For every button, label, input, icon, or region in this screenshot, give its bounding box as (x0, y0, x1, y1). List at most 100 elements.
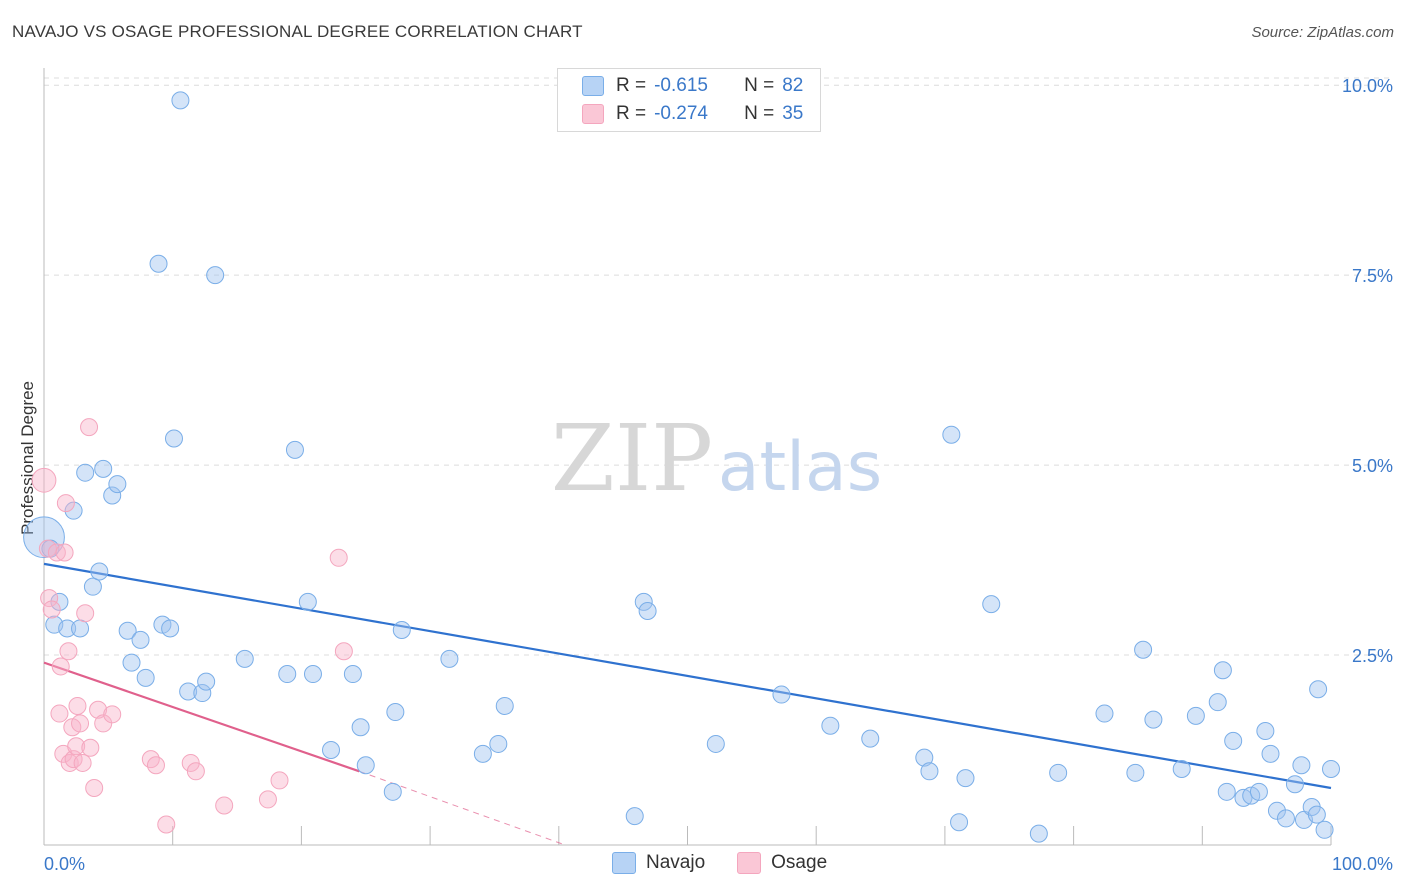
navajo-point (90, 562, 109, 581)
navajo-point (1292, 756, 1311, 775)
navajo-point (1213, 661, 1232, 680)
navajo-point (303, 665, 322, 684)
navajo-point (108, 475, 127, 494)
navajo-point (235, 649, 254, 668)
navajo-point (64, 501, 83, 520)
navajo-point (122, 653, 141, 672)
tick-labels: 2.5% 5.0% 7.5% 10.0% 0.0% 100.0% (44, 76, 1393, 874)
navajo-point (197, 672, 216, 691)
navajo-point (285, 440, 304, 459)
osage-point (94, 714, 113, 733)
osage-point (59, 642, 78, 661)
navajo-point (1249, 782, 1268, 801)
navajo-point (861, 729, 880, 748)
osage-trend-line (43, 661, 360, 773)
navajo-point (50, 592, 69, 611)
osage-point (42, 600, 61, 619)
navajo-point (343, 665, 362, 684)
navajo-point (473, 744, 492, 763)
navajo-point (634, 592, 653, 611)
osage-point (76, 604, 95, 623)
navajo-point (206, 266, 225, 285)
osage-point (68, 696, 87, 715)
osage-trend-extension (359, 770, 566, 846)
navajo-point (1267, 801, 1286, 820)
navajo-point (1126, 763, 1145, 782)
legend-label-osage: Osage (771, 852, 828, 873)
n-value: 82 (782, 75, 804, 96)
y-tick-label: 7.5% (1352, 266, 1393, 286)
osage-point (141, 750, 160, 769)
r-value: -0.615 (654, 75, 708, 96)
stats-legend: R = -0.615 N = 82 R = -0.274 N = 35 (557, 68, 821, 132)
osage-point (56, 494, 75, 513)
navajo-point (298, 592, 317, 611)
osage-point (89, 700, 108, 719)
osage-point (157, 815, 176, 834)
osage-point (103, 705, 122, 724)
osage-point (40, 589, 59, 608)
navajo-point (1029, 824, 1048, 843)
navajo-point (706, 734, 725, 753)
navajo-point (821, 716, 840, 735)
osage-point (80, 418, 99, 437)
legend-row-navajo: R = -0.615 N = 82 (582, 74, 803, 98)
r-value: -0.274 (654, 103, 708, 124)
navajo-point (1322, 760, 1340, 779)
osage-point (51, 657, 70, 676)
navajo-point (131, 630, 150, 649)
navajo-point (1315, 820, 1334, 839)
chart-title: NAVAJO VS OSAGE PROFESSIONAL DEGREE CORR… (12, 22, 583, 41)
watermark-zip: ZIP (551, 405, 713, 512)
n-label: N = (744, 75, 775, 96)
y-tick-label: 5.0% (1352, 456, 1393, 476)
navajo-point (956, 769, 975, 788)
navajo-point (1217, 782, 1236, 801)
navajo-point (94, 459, 113, 478)
osage-point (50, 704, 69, 723)
legend-row-osage: R = -0.274 N = 35 (582, 102, 803, 126)
navajo-point (136, 668, 155, 687)
r-label: R = (616, 103, 647, 124)
r-label: R = (616, 75, 647, 96)
n-label: N = (744, 103, 775, 124)
navajo-point (625, 807, 644, 826)
x-tick-label: 100.0% (1332, 854, 1393, 874)
watermark-atlas: atlas (718, 428, 882, 507)
navajo-point (1144, 710, 1163, 729)
navajo-point (638, 601, 657, 620)
n-value: 35 (782, 103, 804, 124)
navajo-point (322, 741, 341, 760)
osage-point (67, 737, 86, 756)
navajo-point (1049, 763, 1068, 782)
navajo-point (982, 595, 1001, 614)
navajo-point (1261, 744, 1280, 763)
navajo-point (351, 718, 370, 737)
osage-swatch (737, 852, 762, 874)
osage-point (47, 543, 66, 562)
navajo-point (171, 91, 190, 110)
osage-point (146, 756, 165, 775)
navajo-point (103, 486, 122, 505)
navajo-swatch (612, 852, 636, 874)
navajo-point (118, 621, 137, 640)
navajo-point (161, 619, 180, 638)
watermark: ZIP atlas (551, 405, 882, 512)
navajo-point (772, 685, 791, 704)
navajo-trend-line (43, 562, 1332, 790)
navajo-point (1256, 722, 1275, 741)
osage-point (334, 642, 353, 661)
navajo-point (83, 577, 102, 596)
legend-label-navajo: Navajo (646, 852, 706, 873)
navajo-point (1172, 760, 1191, 779)
legend-item-navajo[interactable]: Navajo (612, 852, 705, 874)
legend-item-osage[interactable]: Osage (737, 852, 827, 874)
navajo-point (1134, 640, 1153, 659)
osage-point (329, 548, 348, 567)
x-tick-label: 0.0% (44, 854, 85, 874)
osage-point (55, 543, 74, 562)
osage-swatch (582, 104, 604, 124)
series-legend: Navajo Osage (612, 852, 859, 874)
source-credit: Source: ZipAtlas.com (1251, 24, 1394, 41)
